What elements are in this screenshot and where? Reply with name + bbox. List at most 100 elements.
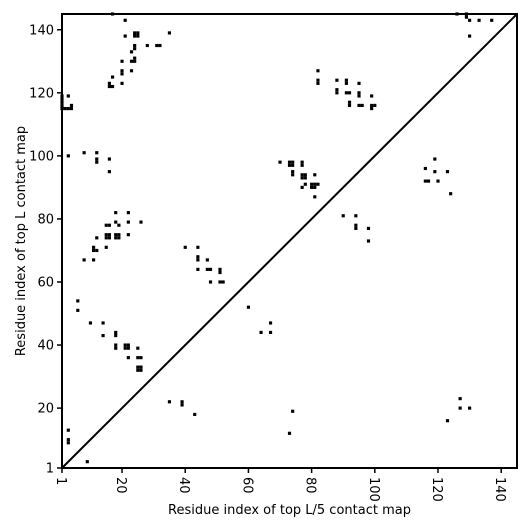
contact-point xyxy=(107,223,111,227)
contact-point xyxy=(313,173,317,177)
contact-point xyxy=(490,18,494,22)
contact-point xyxy=(66,107,70,111)
contact-point xyxy=(357,91,361,95)
contact-point xyxy=(82,151,86,155)
contact-point xyxy=(300,185,304,189)
contact-point xyxy=(458,406,462,410)
contact-point xyxy=(92,248,96,253)
contact-point xyxy=(136,34,140,38)
contact-point xyxy=(357,103,361,108)
contact-point xyxy=(180,403,184,407)
contact-point xyxy=(196,245,200,249)
contact-point xyxy=(139,356,143,360)
contact-point xyxy=(445,170,450,174)
contact-point xyxy=(278,160,282,164)
contact-point xyxy=(370,94,374,98)
contact-point xyxy=(120,69,124,73)
contact-point xyxy=(316,182,320,186)
contact-point xyxy=(133,43,137,48)
contact-point xyxy=(218,280,222,284)
contact-point xyxy=(347,91,352,95)
contact-point xyxy=(136,31,140,35)
contact-point xyxy=(433,157,437,161)
contact-point xyxy=(63,107,67,111)
contact-point xyxy=(291,173,295,177)
contact-point xyxy=(310,182,314,186)
contact-point xyxy=(95,160,99,164)
contact-point xyxy=(300,160,304,164)
contact-point xyxy=(316,78,320,82)
contact-point xyxy=(316,69,320,73)
contact-point xyxy=(110,84,115,89)
contact-point xyxy=(300,173,304,177)
contact-point xyxy=(107,233,111,237)
contact-point xyxy=(316,81,320,85)
contact-point xyxy=(366,239,371,243)
contact-point xyxy=(335,78,339,82)
contact-point xyxy=(335,88,339,92)
contact-point xyxy=(104,245,108,249)
contact-point xyxy=(129,50,134,54)
contact-point xyxy=(303,176,307,180)
contact-point xyxy=(117,236,121,240)
contact-point xyxy=(110,75,115,79)
contact-point xyxy=(126,220,130,224)
contact-point xyxy=(287,160,292,164)
contact-point xyxy=(117,233,121,237)
contact-point xyxy=(114,211,118,215)
contact-point xyxy=(205,258,209,262)
contact-point xyxy=(85,460,89,464)
contact-point xyxy=(313,185,317,189)
contact-point xyxy=(477,18,481,22)
contact-point xyxy=(126,343,130,347)
y-tick-label: 100 xyxy=(29,149,54,164)
contact-point xyxy=(158,43,162,48)
contact-point xyxy=(196,267,200,271)
contact-point xyxy=(167,400,172,404)
contact-point xyxy=(82,258,86,262)
contact-point xyxy=(129,69,134,73)
contact-point xyxy=(193,412,197,416)
contact-point xyxy=(303,182,307,186)
contact-point xyxy=(344,78,348,82)
contact-point xyxy=(136,356,140,360)
contact-point xyxy=(133,31,137,35)
contact-point xyxy=(291,160,295,164)
contact-point xyxy=(120,59,124,63)
contact-point xyxy=(426,179,431,183)
contact-point xyxy=(95,248,99,253)
x-tick-label: 120 xyxy=(429,477,444,502)
contact-point xyxy=(104,233,108,237)
contact-point xyxy=(66,428,70,432)
contact-point xyxy=(123,343,127,347)
contact-point xyxy=(300,163,304,167)
contact-point xyxy=(208,280,213,284)
contact-point xyxy=(354,214,358,218)
contact-point xyxy=(123,346,127,350)
contact-point xyxy=(196,258,200,262)
contact-point xyxy=(133,47,137,51)
contact-point xyxy=(344,91,348,95)
contact-point xyxy=(291,409,295,413)
contact-point xyxy=(468,406,472,410)
contact-point xyxy=(139,368,143,372)
contact-point xyxy=(114,220,118,224)
x-tick-label: 80 xyxy=(303,477,318,494)
contact-point xyxy=(291,163,295,167)
contact-point xyxy=(360,103,364,108)
contact-point xyxy=(366,226,371,230)
contact-point xyxy=(218,270,222,275)
contact-point xyxy=(107,157,111,161)
contact-point xyxy=(313,195,317,199)
x-tick-label: 100 xyxy=(366,477,381,502)
diagonal-line xyxy=(61,13,518,469)
contact-point xyxy=(101,321,105,325)
contact-point xyxy=(107,170,111,174)
y-tick-label: 120 xyxy=(29,86,54,101)
contact-point xyxy=(123,18,127,22)
contact-point xyxy=(123,34,127,38)
contact-point xyxy=(95,236,99,240)
contact-point xyxy=(92,245,96,249)
contact-point xyxy=(114,346,118,350)
